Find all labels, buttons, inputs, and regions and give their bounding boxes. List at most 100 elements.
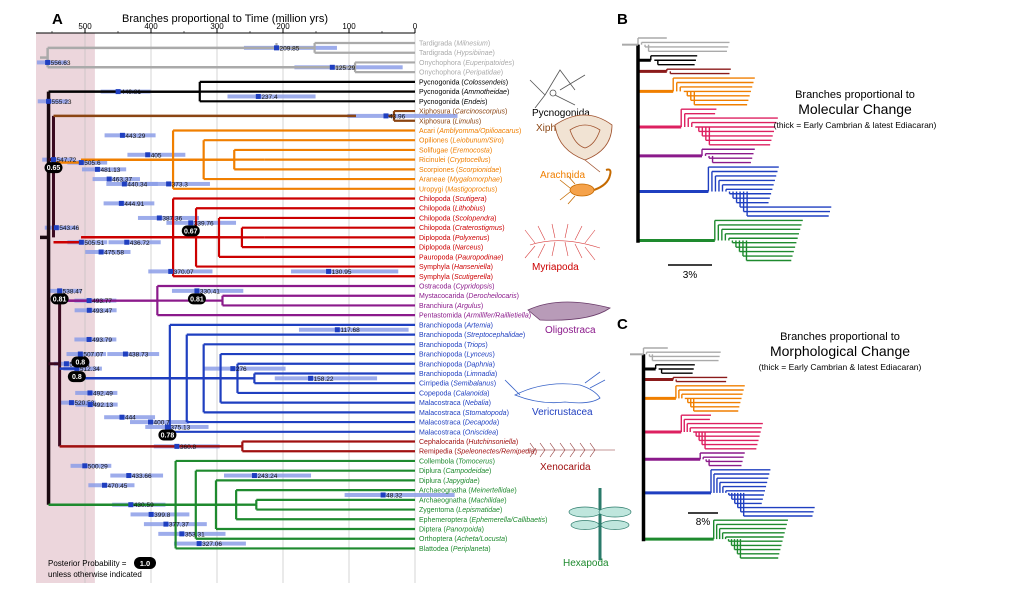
node-marker	[74, 366, 80, 372]
taxon-label: Pentastomida (Armillifer/Raillietiella)	[419, 313, 531, 320]
dragonfly-drawing-icon	[568, 488, 632, 560]
node-marker	[68, 400, 74, 406]
node-marker	[163, 521, 169, 527]
posterior-badge	[50, 293, 69, 305]
node-age-label: 373.3	[172, 181, 189, 188]
posterior-badge-label: 0.8	[72, 374, 82, 381]
ostracod-drawing-icon	[527, 301, 611, 321]
node-age-label: 377.37	[169, 522, 189, 529]
group-label-vericrustacea: Vericrustacea	[532, 407, 593, 418]
node-age-label: 243.24	[257, 473, 277, 480]
hpd-bar	[224, 473, 312, 478]
time-grid	[84, 33, 416, 583]
hpd-bar	[75, 402, 118, 407]
node-marker	[87, 390, 93, 396]
hpd-bar	[67, 160, 108, 165]
node-age-labels: 556.63555.23547.72543.46538.47528.14520.…	[45, 45, 406, 548]
taxon-label: Zygentoma (Lepismatidae)	[419, 507, 502, 514]
taxon-label: Remipedia (Speleonectes/Remipedia)	[419, 449, 537, 456]
node-marker	[122, 351, 128, 357]
node-marker	[82, 463, 88, 469]
hpd-bar	[88, 483, 135, 488]
taxon-label: Archaeognatha (Meinertellidae)	[419, 488, 517, 495]
node-age-label: 492.13	[93, 402, 113, 409]
panel-c-letter: C	[617, 316, 628, 333]
node-age-label: 339.76	[194, 220, 214, 227]
taxon-label: Branchiopoda (Daphnia)	[419, 361, 495, 368]
hpd-bar	[92, 177, 140, 182]
hpd-bar	[173, 541, 246, 546]
taxon-label: Ricinulei (Cryptocellus)	[419, 157, 491, 164]
hpd-bar	[47, 288, 82, 293]
tick-label: 200	[276, 22, 290, 31]
node-marker	[273, 45, 279, 51]
node-marker	[334, 327, 340, 333]
posterior-badge-label: 0.67	[184, 228, 198, 235]
posterior-badge-label: 0.65	[47, 165, 61, 172]
node-age-label: 505.51	[84, 240, 104, 247]
node-age-label: 556.63	[51, 60, 71, 67]
horseshoe-crab-drawing-icon	[554, 114, 613, 173]
taxon-label: Orthoptera (Acheta/Locusta)	[419, 536, 507, 543]
node-marker	[194, 288, 200, 294]
node-marker	[126, 473, 132, 479]
group-label-myriapoda: Myriapoda	[532, 262, 579, 273]
taxon-label: Malacostraca (Stomatopoda)	[419, 410, 509, 417]
hpd-bar	[137, 215, 200, 220]
taxon-label: Xiphosura (Limulus)	[419, 118, 481, 125]
node-age-label: 505.6	[84, 160, 101, 167]
node-age-label: 276	[236, 366, 247, 373]
taxon-label: Cirripedia (Semibalanus)	[419, 381, 496, 388]
hpd-bar	[127, 152, 186, 157]
taxon-label: Opiliones (Leiobunum/Siro)	[419, 138, 504, 145]
node-marker	[121, 181, 127, 187]
tick-label: 400	[144, 22, 158, 31]
hpd-bar	[344, 492, 455, 497]
taxon-label: Diplopoda (Narceus)	[419, 245, 483, 252]
hpd-bar	[81, 167, 127, 172]
taxon-label: Branchiopoda (Artemia)	[419, 322, 493, 329]
node-age-label: 463.37	[112, 177, 132, 184]
posterior-badge	[187, 293, 206, 305]
node-marker	[86, 307, 92, 313]
posterior-badge	[44, 162, 63, 174]
node-marker	[188, 220, 194, 226]
posterior-badge	[158, 429, 177, 441]
legend-badge-label: 1.0	[140, 559, 150, 568]
node-marker	[78, 160, 84, 166]
node-marker	[86, 336, 92, 342]
hpd-bar	[227, 94, 316, 99]
node-age-label: 493.79	[92, 337, 112, 344]
posterior-badge	[67, 371, 86, 383]
hpd-bar	[274, 376, 378, 381]
taxon-label: Araneae (Mygalomorphae)	[419, 177, 502, 184]
scorpion-drawing-icon	[559, 168, 612, 205]
panel-b-title-2: Molecular Change	[798, 101, 912, 117]
panel-c-title-3: (thick = Early Cambrian & latest Ediacar…	[759, 362, 922, 372]
taxon-label: Scorpiones (Scorpionidae)	[419, 167, 502, 174]
hpd-bar	[44, 225, 78, 230]
node-age-label: 436.72	[130, 240, 150, 247]
node-marker	[119, 414, 125, 420]
taxon-label: Onychophora (Peripatidae)	[419, 70, 503, 77]
hpd-bar	[104, 415, 156, 420]
node-age-label: 470.45	[108, 483, 128, 490]
taxon-label: Symphyla (Hanseniella)	[419, 264, 493, 271]
node-age-label: 48.32	[386, 492, 403, 499]
node-marker	[118, 200, 124, 206]
hpd-bar	[67, 240, 108, 245]
node-age-label: 543.46	[59, 225, 79, 232]
panel-b-scale-label: 3%	[683, 270, 698, 281]
node-marker	[329, 64, 335, 70]
node-age-label: 158.22	[314, 376, 334, 383]
hpd-bar	[145, 424, 209, 429]
hpd-bar	[110, 473, 164, 478]
node-marker	[57, 288, 63, 294]
node-age-label: 209.85	[279, 45, 299, 52]
node-marker	[98, 249, 104, 255]
group-label-oligostraca: Oligostraca	[545, 325, 596, 336]
legend-text-1: Posterior Probability =	[48, 559, 127, 568]
node-marker	[168, 268, 174, 274]
node-marker	[156, 215, 162, 221]
taxon-label: Chilopoda (Lithobius)	[419, 206, 485, 213]
